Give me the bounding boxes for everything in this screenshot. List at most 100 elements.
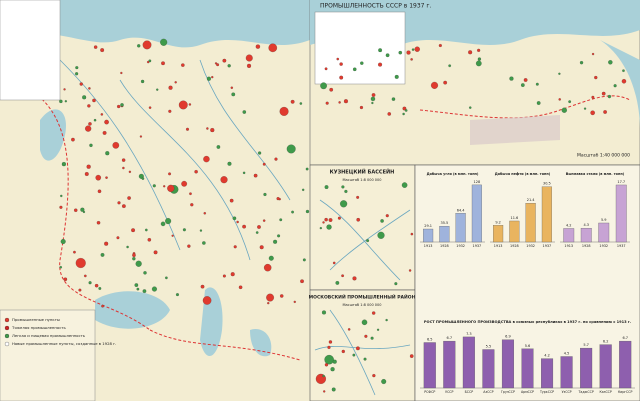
industrial-point: [75, 257, 86, 269]
industrial-point: [140, 79, 145, 84]
industrial-point: [305, 167, 309, 171]
category-label: КиргССР: [618, 390, 632, 394]
industrial-point: [135, 260, 142, 267]
category-label: УзССР: [562, 390, 572, 394]
industrial-point: [300, 279, 304, 284]
industrial-point: [104, 241, 109, 246]
industrial-point: [321, 310, 327, 315]
industrial-point: [414, 46, 420, 52]
industrial-point: [148, 59, 152, 63]
industrial-point: [279, 294, 284, 298]
industrial-point: [94, 283, 99, 288]
industrial-point: [242, 224, 246, 229]
inset-scale: Масштаб 1:8 000 000: [343, 303, 382, 307]
industrial-point: [147, 238, 152, 242]
industrial-point: [74, 208, 78, 212]
industrial-point: [199, 229, 203, 232]
category-label: 1913: [424, 244, 433, 248]
category-label: 1913: [564, 244, 573, 248]
industrial-point: [360, 61, 364, 65]
industrial-point: [371, 93, 376, 97]
bar: [525, 203, 536, 243]
industrial-point: [83, 274, 87, 278]
industrial-point: [210, 128, 215, 133]
industrial-point: [112, 141, 120, 149]
bar: [462, 336, 475, 389]
industrial-point: [558, 98, 561, 101]
industrial-point: [255, 231, 259, 234]
value-label: 5.5: [486, 345, 492, 349]
industrial-point: [344, 189, 348, 194]
industrial-point: [181, 180, 188, 187]
industrial-point: [475, 60, 482, 67]
industrial-point: [378, 48, 383, 53]
category-label: 1932: [456, 244, 465, 248]
industrial-point: [603, 110, 607, 114]
chart-title: Добыча угля (в млн. тонн): [427, 172, 479, 176]
industrial-point: [371, 311, 376, 315]
industrial-point: [402, 106, 407, 111]
category-label: 1937: [617, 244, 626, 248]
bar: [439, 226, 450, 243]
industrial-point: [364, 334, 368, 338]
industrial-point: [286, 144, 296, 154]
industrial-point: [385, 214, 389, 218]
industrial-point: [607, 94, 612, 99]
category-label: РСФСР: [424, 390, 435, 394]
industrial-point: [189, 192, 192, 196]
industrial-point: [336, 57, 340, 61]
industrial-point: [143, 271, 147, 275]
industrial-point: [79, 82, 83, 86]
industrial-point: [167, 184, 175, 192]
industrial-point: [372, 373, 376, 378]
industrial-point: [370, 336, 374, 340]
industrial-point: [60, 239, 66, 245]
industrial-point: [322, 221, 325, 224]
industrial-point: [174, 81, 177, 84]
industrial-point: [394, 282, 398, 286]
industrial-point: [469, 106, 472, 109]
industrial-point: [101, 304, 104, 308]
industrial-point: [104, 119, 109, 125]
industrial-point: [477, 48, 481, 52]
industrial-point: [290, 99, 295, 104]
industrial-point: [363, 357, 367, 361]
industrial-point: [591, 95, 595, 99]
category-label: ТаджССР: [577, 390, 593, 394]
value-label: 6.9: [505, 335, 511, 339]
industrial-point: [302, 258, 306, 262]
industrial-point: [402, 112, 405, 116]
category-label: 1937: [473, 244, 482, 248]
legend-marker: [4, 333, 10, 339]
bar: [482, 349, 495, 389]
industrial-point: [406, 50, 411, 55]
industrial-point: [410, 58, 413, 61]
industrial-point: [263, 263, 272, 272]
industrial-point: [168, 172, 171, 176]
category-label: ТуркССР: [539, 390, 554, 394]
industrial-point: [329, 87, 334, 92]
industrial-point: [411, 48, 415, 51]
industrial-point: [60, 194, 63, 198]
industrial-point: [121, 204, 126, 208]
industrial-point: [274, 157, 278, 161]
industrial-point: [126, 245, 129, 249]
industrial-point: [337, 216, 341, 220]
industrial-point: [448, 64, 452, 68]
industrial-point: [202, 241, 206, 245]
industrial-point: [120, 71, 123, 75]
industrial-point: [216, 145, 221, 149]
industrial-point: [323, 390, 326, 393]
industrial-point: [117, 201, 121, 205]
industrial-point: [579, 61, 584, 65]
industrial-point: [330, 367, 335, 372]
industrial-point: [259, 245, 264, 250]
industrial-point: [343, 99, 348, 104]
value-label: 4.2: [544, 354, 550, 358]
industrial-point: [331, 387, 336, 392]
industrial-point: [558, 72, 561, 75]
industrial-point: [328, 340, 333, 344]
industrial-point: [279, 106, 289, 116]
bar: [563, 228, 575, 243]
main-map: [0, 0, 310, 401]
